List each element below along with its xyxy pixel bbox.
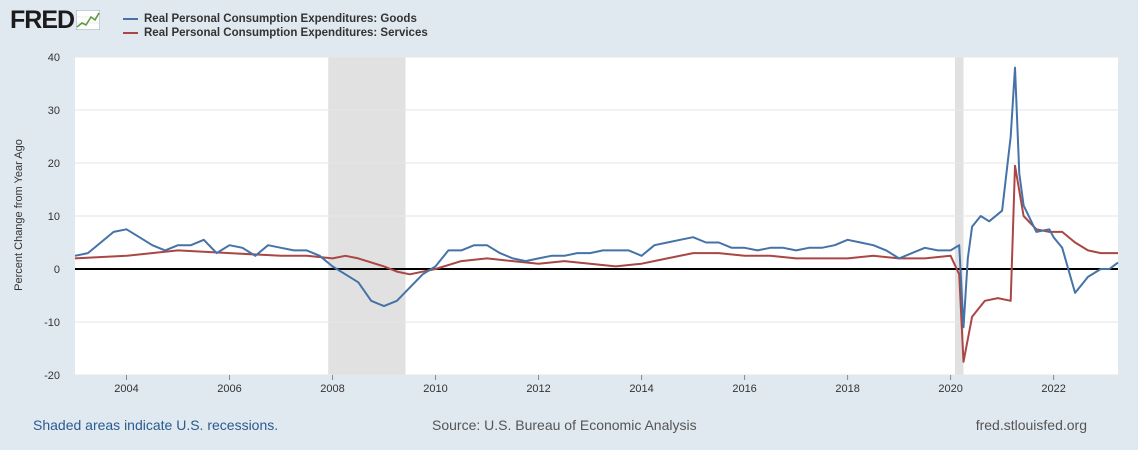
legend-label-goods: Real Personal Consumption Expenditures: … [144,13,417,25]
x-tick-label: 2010 [423,383,447,395]
y-tick-label: 40 [48,52,60,64]
x-tick-label: 2018 [835,383,859,395]
legend-item-services[interactable]: Real Personal Consumption Expenditures: … [123,26,428,40]
legend-swatch-services [123,32,138,34]
legend: Real Personal Consumption Expenditures: … [123,12,428,40]
x-tick-label: 2008 [320,383,344,395]
y-tick-label: 30 [48,105,60,117]
header: FRED Real Personal Consumption Expenditu… [0,0,1138,50]
legend-swatch-goods [123,18,138,20]
x-tick-label: 2022 [1041,383,1065,395]
x-tick-label: 2016 [732,383,756,395]
fred-logo[interactable]: FRED [10,5,101,35]
x-tick-label: 2012 [526,383,550,395]
series-line-goods [74,66,1119,329]
x-tick-label: 2006 [217,383,241,395]
fred-site-link[interactable]: fred.stlouisfed.org [975,417,1087,433]
legend-item-goods[interactable]: Real Personal Consumption Expenditures: … [123,12,428,26]
x-tick-label: 2020 [938,383,962,395]
x-tick-label: 2004 [114,383,138,395]
series-line-services [74,164,1118,363]
logo-graph-icon [76,10,101,30]
chart: -20 -10 0 10 20 30 40 2004 2006 2008 2010 2012 2014 2… [44,52,1119,395]
y-tick-label: 0 [54,264,60,276]
y-tick-label: 10 [48,211,60,223]
y-tick-label: 20 [48,158,60,170]
legend-label-services: Real Personal Consumption Expenditures: … [144,27,428,39]
x-tick-label: 2014 [629,383,653,395]
y-tick-label: -20 [44,370,60,382]
logo-text: FRED [10,6,75,34]
source-note: Source: U.S. Bureau of Economic Analysis [432,417,697,433]
y-tick-label: -10 [44,317,60,329]
recession-note-link[interactable]: Shaded areas indicate U.S. recessions. [33,417,279,433]
